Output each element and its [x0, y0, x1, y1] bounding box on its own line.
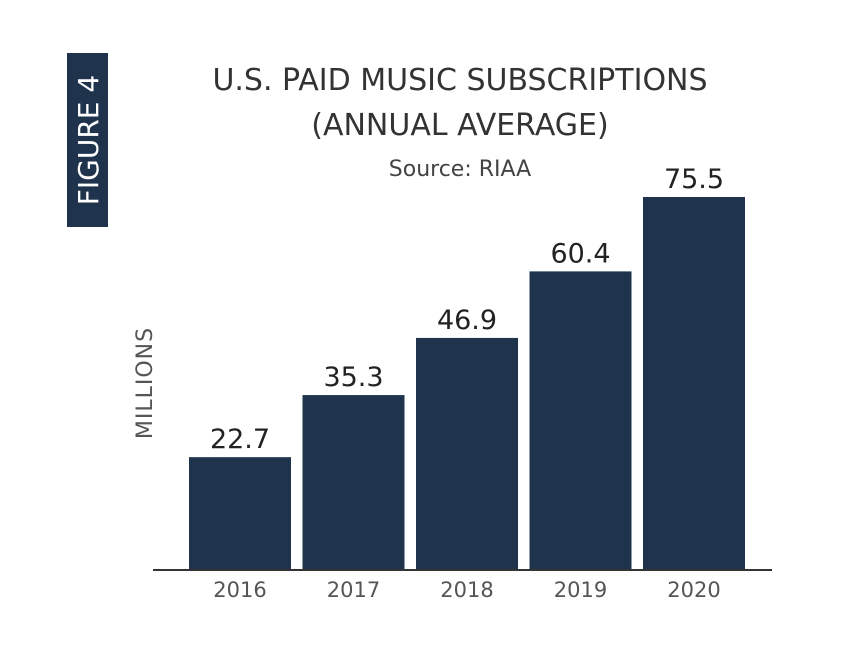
chart-title-line2: (ANNUAL AVERAGE) [311, 108, 608, 143]
x-tick-label-2020: 2020 [667, 578, 720, 602]
bar-2016 [189, 457, 291, 569]
x-tick-label-2018: 2018 [440, 578, 493, 602]
chart-subtitle: Source: RIAA [389, 157, 531, 182]
bar-2017 [302, 395, 405, 569]
value-label-2016: 22.7 [210, 424, 270, 455]
figure-badge-label: FIGURE 4 [72, 75, 105, 205]
bar-2020 [643, 197, 745, 569]
figure-badge: FIGURE 4 [67, 53, 108, 227]
chart-title-line1: U.S. PAID MUSIC SUBSCRIPTIONS [212, 63, 707, 98]
value-label-2020: 75.5 [664, 164, 724, 195]
value-labels-layer: 22.7 35.3 46.9 60.4 75.5 [210, 164, 724, 455]
x-tick-label-2017: 2017 [327, 578, 380, 602]
value-label-2018: 46.9 [437, 305, 497, 336]
x-tick-labels-layer: 2016 2017 2018 2019 2020 [213, 578, 720, 602]
bar-2018 [416, 337, 518, 569]
y-axis-label: MILLIONS [133, 327, 158, 439]
figure-badge-background [67, 53, 108, 227]
x-tick-label-2019: 2019 [554, 578, 607, 602]
value-label-2019: 60.4 [550, 238, 610, 269]
x-tick-label-2016: 2016 [213, 578, 266, 602]
bar-2019 [529, 271, 632, 569]
bars-layer [189, 197, 745, 569]
value-label-2017: 35.3 [323, 362, 383, 393]
